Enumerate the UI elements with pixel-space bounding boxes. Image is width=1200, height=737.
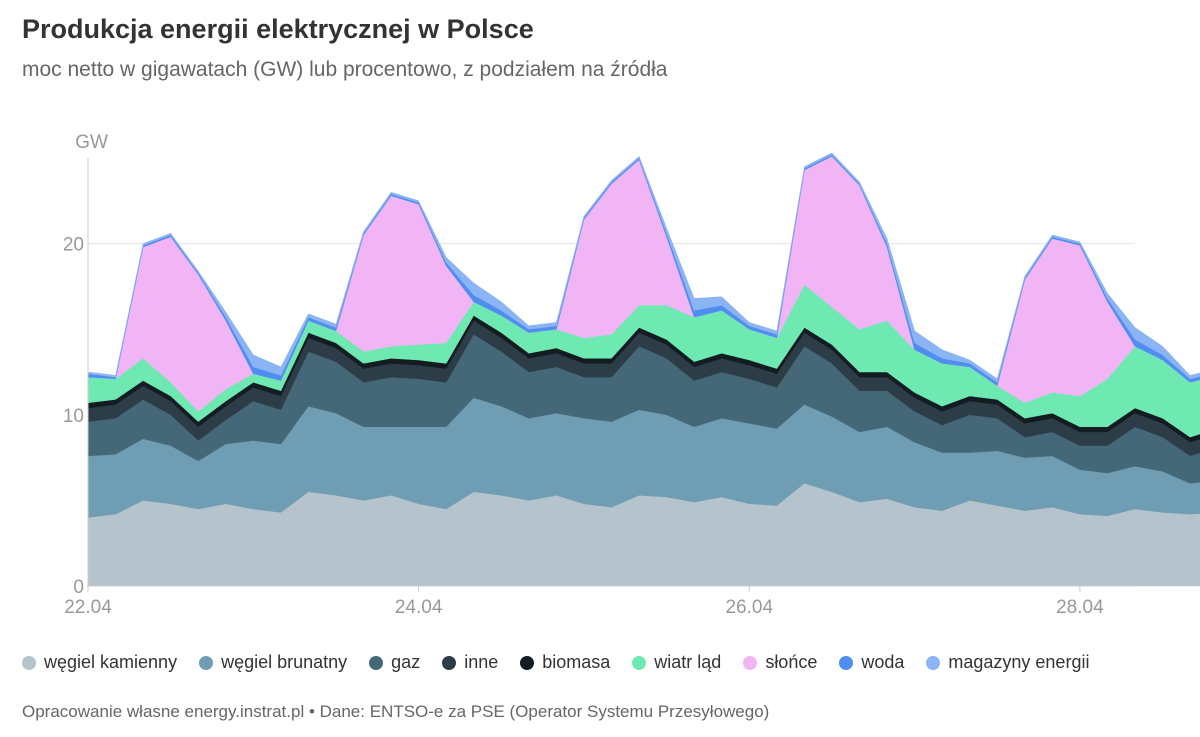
- legend-item: węgiel kamienny: [22, 652, 177, 673]
- y-axis-label: GW: [75, 132, 108, 153]
- legend-swatch: [22, 655, 36, 670]
- legend-item: węgiel brunatny: [199, 652, 347, 673]
- x-tick-label: 28.04: [1056, 597, 1104, 618]
- legend-label: wiatr ląd: [654, 652, 722, 672]
- legend-swatch: [926, 655, 941, 670]
- y-tick-label: 20: [63, 235, 84, 256]
- legend-label: gaz: [391, 652, 421, 672]
- legend-item: magazyny energii: [926, 652, 1089, 673]
- chart-legend: węgiel kamienny węgiel brunatny gaz inne bio…: [22, 652, 1111, 673]
- legend-item: biomasa: [520, 652, 610, 673]
- legend-swatch: [632, 655, 647, 670]
- source-note: Opracowanie własne energy.instrat.pl • D…: [22, 702, 770, 721]
- chart-area: 0 10 20 GW 22.04 24.04 26.04 28.04: [63, 132, 1200, 618]
- legend-swatch: [520, 655, 535, 670]
- y-tick-label: 10: [63, 406, 84, 427]
- x-tick-label: 26.04: [725, 597, 773, 618]
- chart-title: Produkcja energii elektrycznej w Polsce: [22, 14, 534, 44]
- legend-swatch: [839, 655, 854, 670]
- legend-label: inne: [464, 652, 499, 672]
- legend-label: magazyny energii: [948, 652, 1090, 672]
- x-tick-label: 24.04: [395, 597, 443, 618]
- legend-label: słońce: [765, 652, 818, 672]
- legend-swatch: [199, 655, 214, 670]
- y-tick-label: 0: [73, 577, 84, 598]
- legend-item: wiatr ląd: [632, 652, 721, 673]
- legend-item: woda: [839, 652, 904, 673]
- legend-label: węgiel kamienny: [44, 652, 178, 672]
- series-area: [87, 152, 1200, 383]
- legend-swatch: [369, 655, 384, 670]
- x-tick-label: 22.04: [64, 597, 112, 618]
- legend-item: gaz: [369, 652, 420, 673]
- legend-item: inne: [442, 652, 498, 673]
- chart-subtitle: moc netto w gigawatach (GW) lub procento…: [22, 58, 668, 81]
- legend-label: biomasa: [542, 652, 611, 672]
- legend-label: węgiel brunatny: [221, 652, 348, 672]
- legend-swatch: [743, 655, 758, 670]
- legend-item: słońce: [743, 652, 817, 673]
- legend-swatch: [442, 655, 457, 670]
- legend-label: woda: [861, 652, 905, 672]
